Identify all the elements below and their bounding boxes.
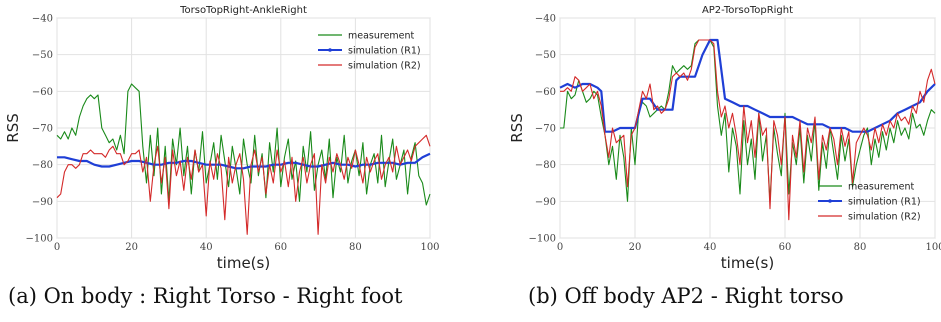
legend-label: measurement [348, 31, 415, 42]
y-tick-label: −50 [32, 50, 53, 61]
legend-marker [828, 199, 832, 203]
x-tick-label: 0 [557, 242, 563, 253]
y-tick-label: −90 [535, 197, 556, 208]
x-tick-label: 80 [349, 242, 362, 253]
series-line-measurement [560, 39, 936, 202]
series-line-simulation-r2- [56, 134, 431, 235]
legend-marker [328, 48, 332, 52]
y-tick-label: −100 [529, 234, 556, 245]
x-tick-label: 100 [925, 242, 941, 253]
y-tick-label: −70 [535, 124, 556, 135]
chart-b: 0 20 40 60 80 100 −100 −90 −80 −70 −60 −50 −40 AP2-To… [508, 5, 941, 272]
legend-label: simulation (R2) [848, 212, 921, 223]
y-tick-label: −40 [32, 14, 53, 25]
caption-b: (b) Off body AP2 - Right torso [528, 284, 844, 308]
y-tick-label: −40 [535, 14, 556, 25]
x-tick-label: 20 [629, 242, 642, 253]
chart-a: 0 20 40 60 80 100 −100 −90 −80 −70 −60 −50 −40 TorsoT… [4, 5, 440, 272]
y-tick-label: −100 [26, 234, 53, 245]
series-line-simulation-r1- [559, 38, 936, 133]
y-tick-label: −70 [32, 124, 53, 135]
chart-title: TorsoTopRight-AnkleRight [179, 5, 307, 16]
caption-a: (a) On body : Right Torso - Right foot [8, 284, 403, 308]
y-tick-label: −60 [32, 87, 53, 98]
y-axis-label: RSS [4, 113, 22, 142]
x-tick-label: 40 [200, 242, 213, 253]
y-tick-label: −90 [32, 197, 53, 208]
x-tick-label: 100 [420, 242, 439, 253]
chart-panel-a: 0 20 40 60 80 100 −100 −90 −80 −70 −60 −50 −40 TorsoT… [0, 0, 470, 322]
x-tick-label: 0 [54, 242, 60, 253]
x-axis-label: time(s) [721, 254, 774, 272]
series-line-measurement [56, 83, 431, 206]
legend-label: simulation (R1) [348, 46, 421, 57]
x-tick-label: 60 [779, 242, 792, 253]
chart-title: AP2-TorsoTopRight [702, 5, 793, 16]
x-tick-label: 40 [704, 242, 717, 253]
chart-panel-b: 0 20 40 60 80 100 −100 −90 −80 −70 −60 −50 −40 AP2-To… [470, 0, 941, 322]
legend-label: simulation (R2) [348, 61, 421, 72]
y-tick-label: −60 [535, 87, 556, 98]
y-tick-label: −80 [32, 160, 53, 171]
y-axis-label: RSS [508, 113, 526, 142]
x-axis-label: time(s) [217, 254, 270, 272]
x-tick-label: 80 [854, 242, 867, 253]
x-tick-label: 60 [274, 242, 287, 253]
series-line-simulation-r2- [560, 39, 936, 221]
x-tick-label: 20 [125, 242, 138, 253]
legend-label: measurement [848, 182, 915, 193]
legend-label: simulation (R1) [848, 197, 921, 208]
y-tick-label: −50 [535, 50, 556, 61]
y-tick-label: −80 [535, 160, 556, 171]
series-line-simulation-r1- [57, 152, 431, 170]
